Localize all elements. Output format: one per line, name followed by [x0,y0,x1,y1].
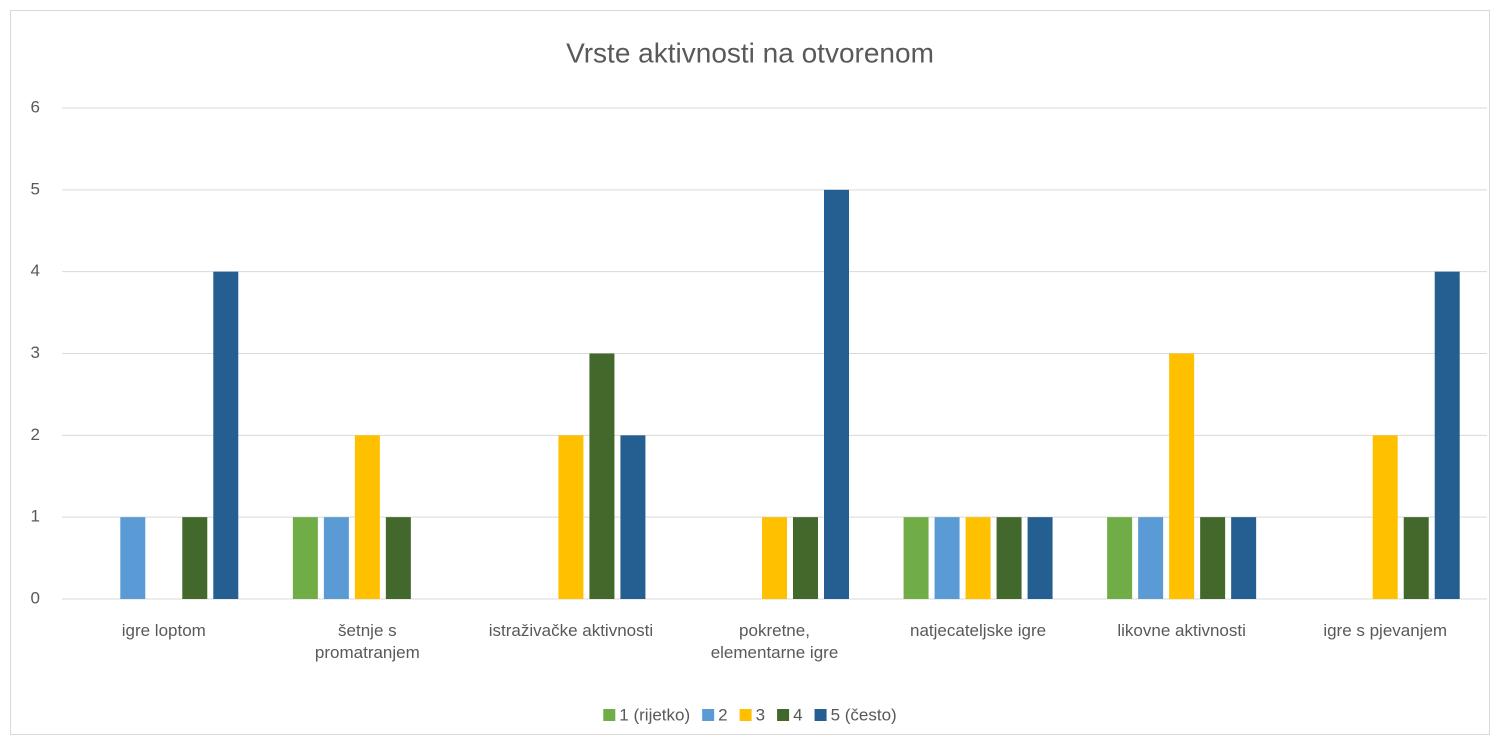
bar [292,517,318,599]
bar [1372,435,1398,599]
bar [385,517,411,599]
y-tick-label: 3 [31,343,40,362]
legend-label: 2 [718,705,727,724]
legend-swatch [777,709,790,721]
bar [1231,517,1257,599]
bar [793,517,818,599]
legend-label: 3 [756,705,765,724]
bar [762,517,787,599]
bar [996,517,1022,599]
y-tick-label: 6 [31,97,40,116]
bar [1027,517,1053,599]
x-tick-label: pokretne, elementarne igre [710,621,839,662]
bar [620,435,646,599]
bar [1434,271,1460,599]
x-tick-label: istraživačke aktivnosti [488,621,654,640]
legend-swatch [702,709,715,721]
legend-swatch [814,709,827,721]
x-tick-label: likovne aktivnosti [1117,621,1246,640]
bar [903,517,929,599]
bar [965,517,991,599]
bar [558,435,584,599]
bar [354,435,380,599]
bar [1138,517,1164,599]
bar [120,517,146,599]
bar [182,517,208,599]
chart-frame [10,10,1490,735]
bar [589,353,615,599]
chart-title: Vrste aktivnosti na otvorenom [566,37,934,68]
y-tick-label: 0 [31,588,40,607]
y-tick-label: 2 [31,425,40,444]
x-tick-label: šetnje s promatranjem [314,621,420,662]
bar [1107,517,1133,599]
legend-swatch [603,709,616,721]
x-tick-label: igre loptom [121,621,206,640]
legend-label: 1 (rijetko) [619,705,690,724]
x-tick-label: igre s pjevanjem [1323,621,1448,640]
x-tick-label: natjecateljske igre [910,621,1047,640]
legend-swatch [739,709,752,721]
bar [1169,353,1195,599]
legend-label: 5 (često) [831,705,897,724]
y-tick-label: 5 [31,179,40,198]
bar [934,517,960,599]
bar [1403,517,1429,599]
bar [323,517,349,599]
bar [1200,517,1226,599]
y-tick-label: 4 [31,261,40,280]
bar [213,271,239,599]
legend-label: 4 [793,705,802,724]
bar [824,189,849,600]
y-tick-label: 1 [31,507,40,526]
